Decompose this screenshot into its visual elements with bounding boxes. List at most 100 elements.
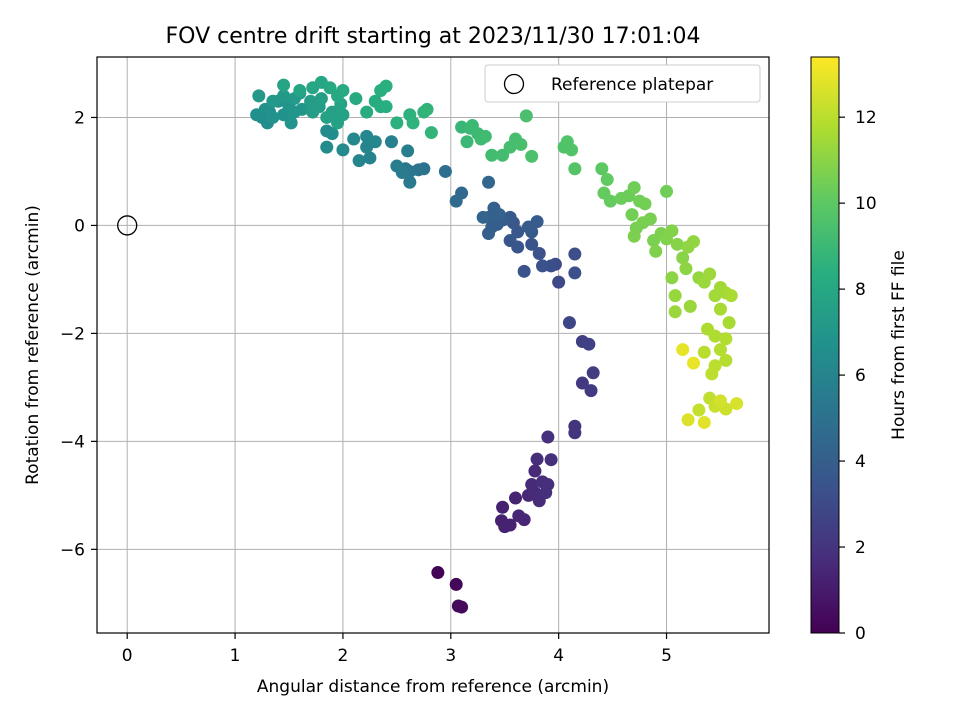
data-point — [665, 224, 679, 238]
data-point — [708, 329, 722, 343]
data-point — [686, 235, 700, 249]
data-point — [719, 353, 733, 367]
legend-marker-icon — [503, 73, 525, 95]
data-point — [347, 132, 361, 146]
data-point — [600, 173, 614, 187]
data-point — [503, 518, 517, 532]
colorbar-tick-label: 8 — [855, 280, 866, 300]
data-point — [352, 154, 366, 168]
x-tick-label: 1 — [230, 646, 241, 666]
data-point — [277, 89, 291, 103]
colorbar-tick-label: 4 — [855, 452, 866, 472]
data-point — [586, 366, 600, 380]
data-point — [284, 116, 298, 130]
data-point — [384, 135, 398, 149]
data-point — [266, 110, 280, 124]
data-point — [514, 137, 528, 151]
data-point — [584, 384, 598, 398]
data-point — [713, 302, 727, 316]
x-axis-ticks: 0 1 2 3 4 5 — [122, 633, 672, 666]
colorbar-tick-label: 0 — [855, 624, 866, 644]
data-point — [532, 246, 546, 260]
data-point — [625, 208, 639, 222]
data-point — [306, 105, 320, 119]
data-point — [565, 143, 579, 157]
colorbar-gradient — [810, 56, 840, 634]
data-point — [455, 600, 469, 614]
data-point — [293, 83, 307, 97]
data-point — [713, 343, 727, 357]
data-point — [320, 110, 334, 124]
data-point — [681, 413, 695, 427]
data-point — [683, 299, 697, 313]
data-point — [679, 262, 693, 276]
data-point — [668, 289, 682, 303]
data-point — [478, 129, 492, 143]
data-point — [705, 367, 719, 381]
colorbar-ticks: 0 2 4 6 8 10 12 — [839, 108, 877, 644]
data-point — [697, 345, 711, 359]
data-point — [703, 267, 717, 281]
data-point — [552, 275, 566, 289]
data-point — [665, 271, 679, 285]
reference-marker — [117, 215, 138, 236]
y-tick-label: 0 — [74, 216, 85, 236]
data-point — [521, 220, 535, 234]
data-point — [336, 83, 350, 97]
x-tick-label: 5 — [661, 646, 672, 666]
y-axis-label: Rotation from reference (arcmin) — [23, 205, 43, 485]
y-tick-label: −4 — [60, 432, 85, 452]
data-point — [525, 237, 539, 251]
data-point — [575, 376, 589, 390]
data-points — [250, 75, 744, 614]
data-point — [320, 140, 334, 154]
data-point — [482, 227, 496, 241]
x-tick-label: 0 — [122, 646, 133, 666]
data-point — [713, 394, 727, 408]
x-tick-label: 3 — [445, 646, 456, 666]
data-point — [460, 135, 474, 149]
data-point — [528, 464, 542, 478]
data-point — [668, 305, 682, 319]
data-point — [697, 415, 711, 429]
data-point — [724, 289, 738, 303]
data-point — [438, 164, 452, 178]
data-point — [719, 332, 733, 346]
data-point — [686, 356, 700, 370]
data-point — [568, 247, 582, 261]
data-point — [582, 337, 596, 351]
legend-box — [484, 64, 761, 103]
data-point — [406, 116, 420, 130]
data-point — [568, 266, 582, 280]
data-point — [660, 184, 674, 198]
plot-frame — [96, 56, 770, 634]
data-point — [544, 453, 558, 467]
data-point — [676, 343, 690, 357]
colorbar-tick-label: 6 — [855, 366, 866, 386]
data-point — [568, 162, 582, 176]
data-point — [314, 92, 328, 106]
data-point — [424, 126, 438, 140]
data-point — [509, 491, 523, 505]
data-point — [431, 566, 445, 580]
data-point — [627, 229, 641, 243]
colorbar-tick-label: 12 — [855, 108, 877, 128]
data-point — [349, 92, 363, 106]
data-point — [482, 175, 496, 189]
data-point — [295, 102, 309, 116]
data-point — [722, 316, 736, 330]
legend: Reference platepar — [484, 64, 761, 103]
y-axis-ticks: −6 −4 −2 0 2 — [60, 108, 97, 560]
data-point — [252, 89, 266, 103]
data-point — [476, 210, 490, 224]
data-point — [568, 426, 582, 440]
data-point — [541, 430, 555, 444]
data-point — [539, 486, 553, 500]
data-point — [517, 513, 531, 527]
colorbar: 0 2 4 6 8 10 12 Hours from first FF file — [810, 56, 909, 644]
data-point — [627, 181, 641, 195]
colorbar-label: Hours from first FF file — [889, 250, 909, 440]
data-point — [379, 79, 393, 93]
